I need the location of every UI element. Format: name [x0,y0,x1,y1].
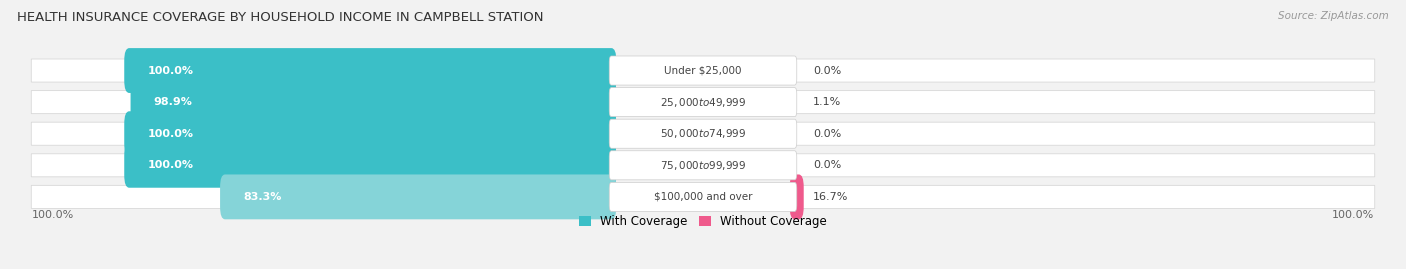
FancyBboxPatch shape [609,151,797,180]
FancyBboxPatch shape [31,154,1375,177]
FancyBboxPatch shape [609,119,797,148]
Text: 83.3%: 83.3% [243,192,281,202]
FancyBboxPatch shape [609,56,797,85]
Text: 100.0%: 100.0% [1333,210,1375,220]
Text: HEALTH INSURANCE COVERAGE BY HOUSEHOLD INCOME IN CAMPBELL STATION: HEALTH INSURANCE COVERAGE BY HOUSEHOLD I… [17,11,543,24]
FancyBboxPatch shape [790,175,804,219]
FancyBboxPatch shape [31,185,1375,208]
FancyBboxPatch shape [31,91,1375,114]
Text: $50,000 to $74,999: $50,000 to $74,999 [659,127,747,140]
Text: 100.0%: 100.0% [148,160,194,170]
Text: 16.7%: 16.7% [813,192,848,202]
Text: $75,000 to $99,999: $75,000 to $99,999 [659,159,747,172]
FancyBboxPatch shape [221,175,616,219]
FancyBboxPatch shape [124,111,616,156]
FancyBboxPatch shape [124,143,616,188]
Text: $100,000 and over: $100,000 and over [654,192,752,202]
Text: 100.0%: 100.0% [31,210,73,220]
FancyBboxPatch shape [131,80,616,125]
FancyBboxPatch shape [31,59,1375,82]
Text: Source: ZipAtlas.com: Source: ZipAtlas.com [1278,11,1389,21]
FancyBboxPatch shape [31,122,1375,145]
Legend: With Coverage, Without Coverage: With Coverage, Without Coverage [579,215,827,228]
Text: 100.0%: 100.0% [148,129,194,139]
FancyBboxPatch shape [609,182,797,211]
FancyBboxPatch shape [124,48,616,93]
Text: Under $25,000: Under $25,000 [664,66,742,76]
Text: 98.9%: 98.9% [153,97,193,107]
Text: 0.0%: 0.0% [813,160,841,170]
FancyBboxPatch shape [609,88,797,117]
Text: 100.0%: 100.0% [148,66,194,76]
Text: 0.0%: 0.0% [813,66,841,76]
Text: 1.1%: 1.1% [813,97,841,107]
Text: $25,000 to $49,999: $25,000 to $49,999 [659,95,747,109]
Text: 0.0%: 0.0% [813,129,841,139]
